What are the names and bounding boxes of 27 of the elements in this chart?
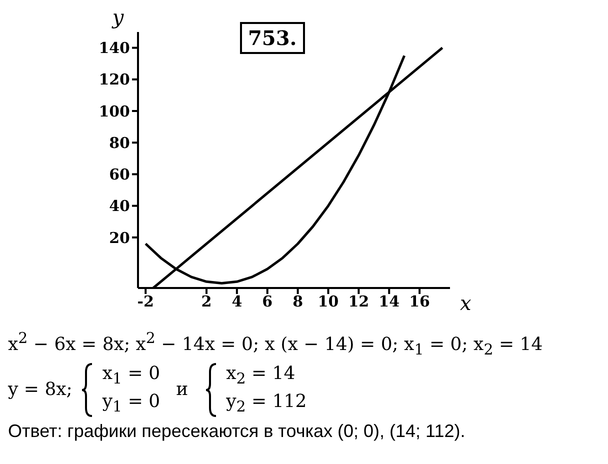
y-tick-label: 120 — [98, 70, 130, 89]
y-tick-label: 40 — [109, 197, 130, 216]
text: y$_{2}$ = 112 — [226, 391, 307, 416]
text: x$^{2}$ − 6x = 8x; x$^{2}$ − 14x = 0; x (x − 14) = 0; x$_{1}$ = 0; x$_{2}$ = 14 — [8, 329, 543, 359]
text: x$_{1}$ = 0 — [102, 362, 160, 388]
x-tick-label: 12 — [348, 292, 370, 311]
x-tick-label: 6 — [262, 292, 273, 311]
x-tick-label: 10 — [318, 292, 339, 311]
y-axis-title: y — [111, 5, 124, 29]
x-tick-label: 14 — [378, 292, 400, 311]
y-tick-label: 60 — [109, 166, 130, 184]
y-tick-label: 20 — [109, 228, 130, 247]
text: Ответ: графики пересекаются в точках (0; 0), (14; 112). — [8, 420, 466, 441]
x-tick-label: 16 — [409, 292, 430, 311]
y-tick-label: 100 — [98, 102, 130, 120]
x-tick-label: 8 — [292, 292, 304, 311]
x-tick-label: -2 — [137, 292, 154, 311]
y-tick-label: 140 — [98, 39, 130, 58]
x-axis-title: x — [460, 291, 472, 316]
x-tick-label: 2 — [201, 292, 212, 311]
text: y = 8x; — [8, 378, 72, 402]
text: x$_{2}$ = 14 — [226, 362, 296, 388]
text: и — [176, 378, 188, 402]
x-tick-label: 4 — [232, 292, 242, 311]
text: y$_{1}$ = 0 — [102, 391, 160, 416]
annotation: 753. — [248, 26, 297, 50]
y-tick-label: 80 — [109, 134, 130, 152]
